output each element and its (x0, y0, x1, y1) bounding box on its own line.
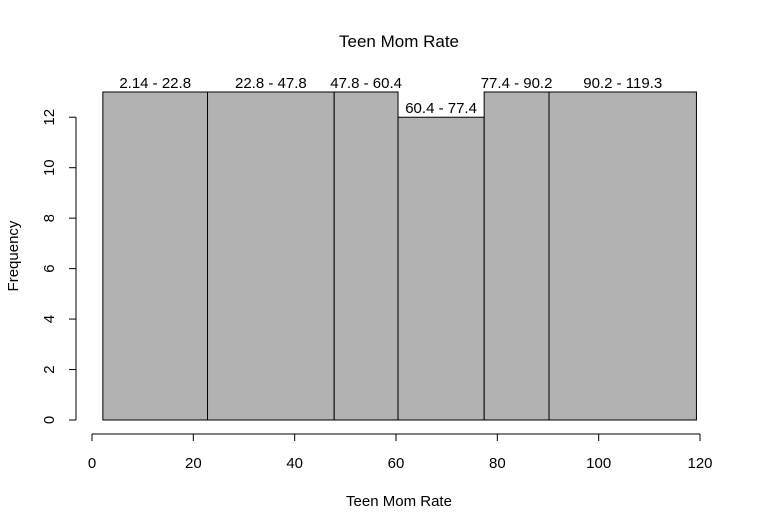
histogram-bar (207, 91, 335, 421)
x-tick-label: 60 (388, 455, 405, 472)
y-tick-label: 2 (41, 365, 58, 373)
x-axis-label: Teen Mom Rate (346, 493, 452, 510)
x-tick-label: 120 (687, 455, 712, 472)
y-tick-label: 8 (41, 214, 58, 222)
y-axis-label: Frequency (5, 220, 22, 291)
chart-title: Teen Mom Rate (339, 32, 459, 51)
bar-range-label: 22.8 - 47.8 (235, 75, 307, 92)
y-tick-label: 6 (41, 264, 58, 272)
bar-range-label: 47.8 - 60.4 (330, 75, 402, 92)
x-tick-label: 40 (286, 455, 303, 472)
x-tick-label: 100 (586, 455, 611, 472)
y-tick-label: 0 (41, 416, 58, 424)
x-tick-label: 80 (489, 455, 506, 472)
bar-range-label: 2.14 - 22.8 (119, 75, 191, 92)
x-tick-label: 0 (88, 455, 96, 472)
histogram-bar (397, 116, 485, 421)
bar-range-label: 60.4 - 77.4 (405, 100, 477, 117)
histogram-bar (333, 91, 399, 421)
histogram-bar (548, 91, 697, 421)
x-axis: 0 20 40 60 80 100 120 (88, 433, 713, 472)
histogram-bar (483, 91, 550, 421)
bar-range-label: 90.2 - 119.3 (583, 75, 662, 92)
bars-group (102, 91, 697, 421)
x-tick-label: 20 (185, 455, 202, 472)
y-tick-label: 4 (41, 315, 58, 323)
y-axis: 0 2 4 6 8 10 12 (41, 109, 77, 424)
y-tick-label: 10 (41, 159, 58, 176)
y-tick-label: 12 (41, 109, 58, 126)
bar-range-label: 77.4 - 90.2 (481, 75, 553, 92)
bar-labels-group: 2.14 - 22.8 22.8 - 47.8 47.8 - 60.460.4 - … (119, 75, 662, 117)
histogram-bar (102, 91, 209, 421)
